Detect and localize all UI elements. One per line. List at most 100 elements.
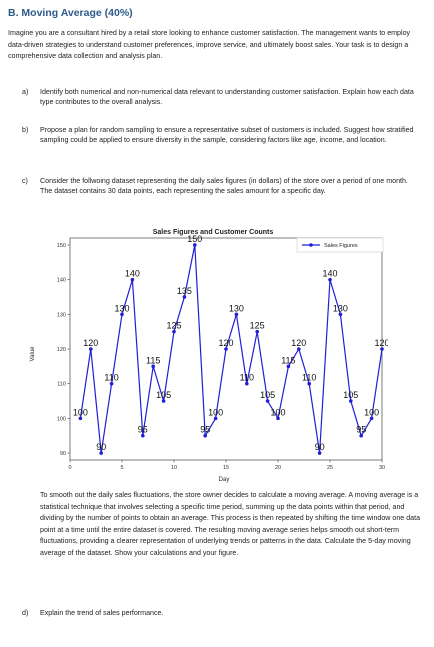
data-point <box>99 451 103 455</box>
data-point <box>276 416 280 421</box>
moving-average-paragraph: To smooth out the daily sales fluctuatio… <box>40 491 421 557</box>
data-point <box>245 381 249 386</box>
question-a: a) Identify both numerical and non-numer… <box>22 87 418 108</box>
data-label: 120 <box>291 338 306 348</box>
y-tick-label: 110 <box>57 382 66 388</box>
chart-x-axis-label: Day <box>219 477 230 483</box>
data-label: 95 <box>200 425 210 435</box>
legend-box <box>296 237 384 253</box>
data-label: 120 <box>83 338 98 348</box>
data-point <box>307 381 312 386</box>
data-label: 100 <box>364 407 379 417</box>
sales-chart-svg: Sales Figures and Customer Counts Day Va… <box>30 229 390 483</box>
data-point <box>120 312 124 317</box>
data-label: 100 <box>208 407 223 417</box>
y-tick-label: 100 <box>57 416 66 422</box>
data-label: 125 <box>250 321 265 331</box>
x-tick-label: 20 <box>275 465 281 471</box>
data-point <box>317 451 322 455</box>
x-tick-label: 15 <box>223 465 229 471</box>
data-label: 100 <box>73 407 88 417</box>
data-point <box>151 364 155 369</box>
x-tick-label: 25 <box>327 465 333 471</box>
chart-y-axis-label: Value <box>30 346 36 362</box>
data-label: 95 <box>356 425 366 435</box>
data-point <box>234 312 239 317</box>
data-label: 90 <box>315 442 325 452</box>
data-point <box>349 399 353 403</box>
data-point <box>78 416 83 421</box>
data-point <box>89 347 93 351</box>
question-b-label: b) <box>22 126 29 134</box>
data-point <box>109 381 114 386</box>
data-point <box>172 329 176 334</box>
data-label: 105 <box>156 390 171 400</box>
data-point <box>161 399 166 403</box>
series-line <box>79 244 383 454</box>
data-point <box>203 433 207 438</box>
data-label: 135 <box>177 286 192 296</box>
data-label: 130 <box>114 303 129 313</box>
data-point <box>338 312 343 317</box>
data-point <box>380 347 384 351</box>
question-b: b) Propose a plan for random sampling to… <box>22 125 418 146</box>
data-point <box>255 329 259 334</box>
data-label: 130 <box>229 303 244 313</box>
sales-chart: Sales Figures and Customer Counts Day Va… <box>28 224 390 486</box>
data-point <box>141 433 145 438</box>
y-tick-label: 130 <box>57 312 66 318</box>
chart-title: Sales Figures and Customer Counts <box>153 229 274 236</box>
data-point <box>130 277 135 282</box>
data-label: 110 <box>302 373 316 383</box>
data-label: 110 <box>104 373 118 383</box>
x-tick-label: 30 <box>379 465 385 471</box>
data-label: 105 <box>260 390 275 400</box>
y-tick-label: 140 <box>57 278 66 284</box>
question-b-text: Propose a plan for random sampling to en… <box>40 126 414 145</box>
question-d-label: d) <box>22 609 29 617</box>
question-c-text: Consider the follwoing dataset represent… <box>40 177 408 196</box>
data-label: 95 <box>138 425 148 435</box>
question-a-text: Identify both numerical and non-numerica… <box>40 88 414 107</box>
legend-marker <box>309 243 313 247</box>
data-label: 110 <box>240 373 254 383</box>
data-label: 105 <box>343 390 358 400</box>
data-point <box>297 347 301 351</box>
data-label: 140 <box>322 269 337 279</box>
data-point <box>182 295 187 299</box>
data-point <box>359 433 364 438</box>
section-heading: B. Moving Average (40%) <box>8 7 133 19</box>
data-point <box>286 364 291 369</box>
question-d-text: Explain the trend of sales performance. <box>40 609 164 617</box>
x-tick-label: 10 <box>171 465 177 471</box>
data-label: 130 <box>333 303 348 313</box>
question-c: c) Consider the follwoing dataset repres… <box>22 176 418 197</box>
data-label: 115 <box>146 355 160 365</box>
intro-paragraph: Imagine you are a consultant hired by a … <box>8 29 411 60</box>
data-label: 140 <box>125 269 140 279</box>
question-d: d) Explain the trend of sales performanc… <box>22 608 418 618</box>
data-label: 120 <box>374 338 388 348</box>
data-point <box>213 416 218 421</box>
question-c-label: c) <box>22 177 28 185</box>
x-tick-label: 0 <box>68 465 71 471</box>
y-tick-label: 120 <box>57 347 66 353</box>
question-a-label: a) <box>22 88 29 96</box>
legend-label-sales: Sales Figures <box>324 243 358 249</box>
data-point <box>369 416 374 421</box>
chart-legend: Sales Figures <box>296 237 384 253</box>
data-point <box>265 399 270 403</box>
chart-series-layer: 100 120 90 110 130 140 95 115 105 125 135 150 95 100 1… <box>73 234 390 455</box>
data-point <box>224 347 228 351</box>
data-label: 125 <box>166 321 181 331</box>
data-label: 120 <box>218 338 233 348</box>
y-tick-label: 90 <box>60 451 66 457</box>
data-label: 90 <box>96 442 106 452</box>
y-tick-label: 150 <box>57 243 66 249</box>
data-label: 115 <box>281 355 295 365</box>
data-label: 150 <box>187 234 202 244</box>
x-tick-label: 5 <box>120 465 123 471</box>
data-point <box>193 243 197 247</box>
data-label: 100 <box>270 407 285 417</box>
data-point <box>328 277 332 282</box>
